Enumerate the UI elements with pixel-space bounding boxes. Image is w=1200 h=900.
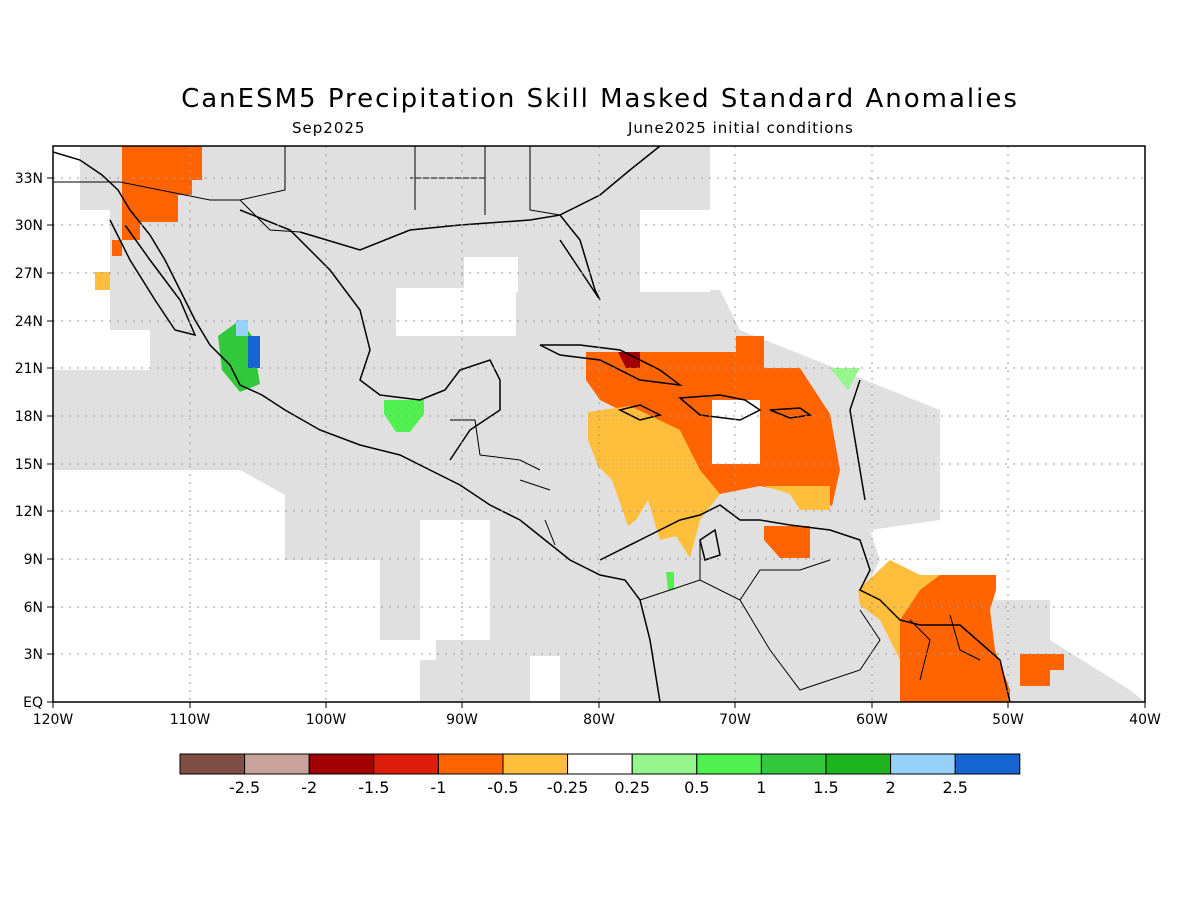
lat-label-15n: 15N	[15, 457, 43, 473]
region-caribbean-yellow	[588, 406, 720, 558]
lon-label-110w: 110W	[170, 712, 211, 728]
colorbar-swatch	[308, 753, 375, 775]
lat-label-eq: EQ	[23, 695, 43, 711]
region-west-mexico-lightblue	[236, 320, 248, 336]
lat-label-33n: 33N	[15, 171, 43, 187]
lat-labels: EQ 3N 6N 9N 12N 15N 18N 21N 24N 27N 30N …	[15, 171, 43, 711]
colorbar-tick-label: 0.5	[684, 778, 709, 797]
lon-label-90w: 90W	[446, 712, 478, 728]
region-caribbean-hole	[712, 400, 760, 464]
colorbar-tick-label: -0.5	[487, 778, 518, 797]
region-west-mexico-blue	[248, 336, 260, 368]
lon-labels: 120W 110W 100W 90W 80W 70W 60W 50W 40W	[33, 712, 1161, 728]
lon-label-50w: 50W	[992, 712, 1024, 728]
lon-label-60w: 60W	[856, 712, 888, 728]
lon-label-120w: 120W	[33, 712, 74, 728]
lon-label-40w: 40W	[1129, 712, 1161, 728]
colorbar-swatch	[244, 753, 310, 775]
colorbar-tick-label: -2	[301, 778, 317, 797]
colorbar-swatch	[890, 753, 956, 775]
colorbar-tick-label: 2.5	[942, 778, 967, 797]
lat-label-3n: 3N	[24, 647, 43, 663]
colorbar-swatch	[696, 753, 762, 775]
region-lesser-antilles-green	[830, 368, 860, 390]
colorbar-tick-label: -1	[430, 778, 446, 797]
lat-label-27n: 27N	[15, 266, 43, 282]
map-area	[53, 146, 1145, 702]
colorbar-swatch	[631, 753, 698, 775]
colorbar-swatch	[502, 753, 569, 775]
unmasked-areas	[53, 210, 1020, 702]
region-venezuela-orange	[764, 526, 810, 558]
colorbar-swatch	[437, 753, 504, 775]
colorbar-tick-label: -2.5	[229, 778, 260, 797]
lat-label-18n: 18N	[15, 409, 43, 425]
coastlines	[53, 146, 1011, 702]
colorbar-tick-label: 2	[886, 778, 896, 797]
region-baja-pacific-2	[95, 272, 110, 290]
colorbar-tick-label: 1	[756, 778, 766, 797]
lon-label-80w: 80W	[583, 712, 615, 728]
lat-label-30n: 30N	[15, 218, 43, 234]
lat-label-9n: 9N	[24, 552, 43, 568]
colorbar-tick-label: 0.25	[614, 778, 650, 797]
borders	[53, 146, 981, 691]
region-colombia-green	[666, 572, 674, 590]
subtitle-valid-month: Sep2025	[292, 119, 366, 137]
colorbar-tick-label: -0.25	[547, 778, 588, 797]
lat-label-24n: 24N	[15, 314, 43, 330]
lat-label-12n: 12N	[15, 504, 43, 520]
colorbar-tick-label: 1.5	[813, 778, 838, 797]
colorbar-swatch	[954, 753, 1021, 775]
lat-label-6n: 6N	[24, 600, 43, 616]
region-bay-of-campeche	[384, 400, 424, 432]
axis-ticks	[47, 177, 1146, 708]
lon-label-70w: 70W	[719, 712, 751, 728]
colorbar-swatch	[825, 753, 892, 775]
colorbar-tick-label: -1.5	[358, 778, 389, 797]
chart-title: CanESM5 Precipitation Skill Masked Stand…	[181, 84, 1019, 114]
region-dark-red-cuba	[618, 352, 640, 368]
colorbar: -2.5 -2 -1.5 -1 -0.5 -0.25 0.25 0.5 1 1.5 2 2.5	[179, 753, 1021, 797]
anomaly-shading	[95, 146, 1064, 702]
grid-lines	[53, 146, 1145, 702]
region-amapa-orange	[1020, 654, 1064, 686]
subtitle-initial-conditions: June2025 initial conditions	[628, 119, 854, 137]
lon-label-100w: 100W	[306, 712, 347, 728]
lat-label-21n: 21N	[15, 361, 43, 377]
region-nw-mexico-arizona	[122, 146, 202, 240]
region-east-caribbean-yellow	[764, 486, 830, 510]
region-baja-pacific	[112, 240, 122, 256]
colorbar-swatch	[373, 753, 439, 775]
colorbar-swatch	[179, 753, 246, 775]
colorbar-swatch	[567, 753, 633, 775]
colorbar-swatch	[760, 753, 827, 775]
